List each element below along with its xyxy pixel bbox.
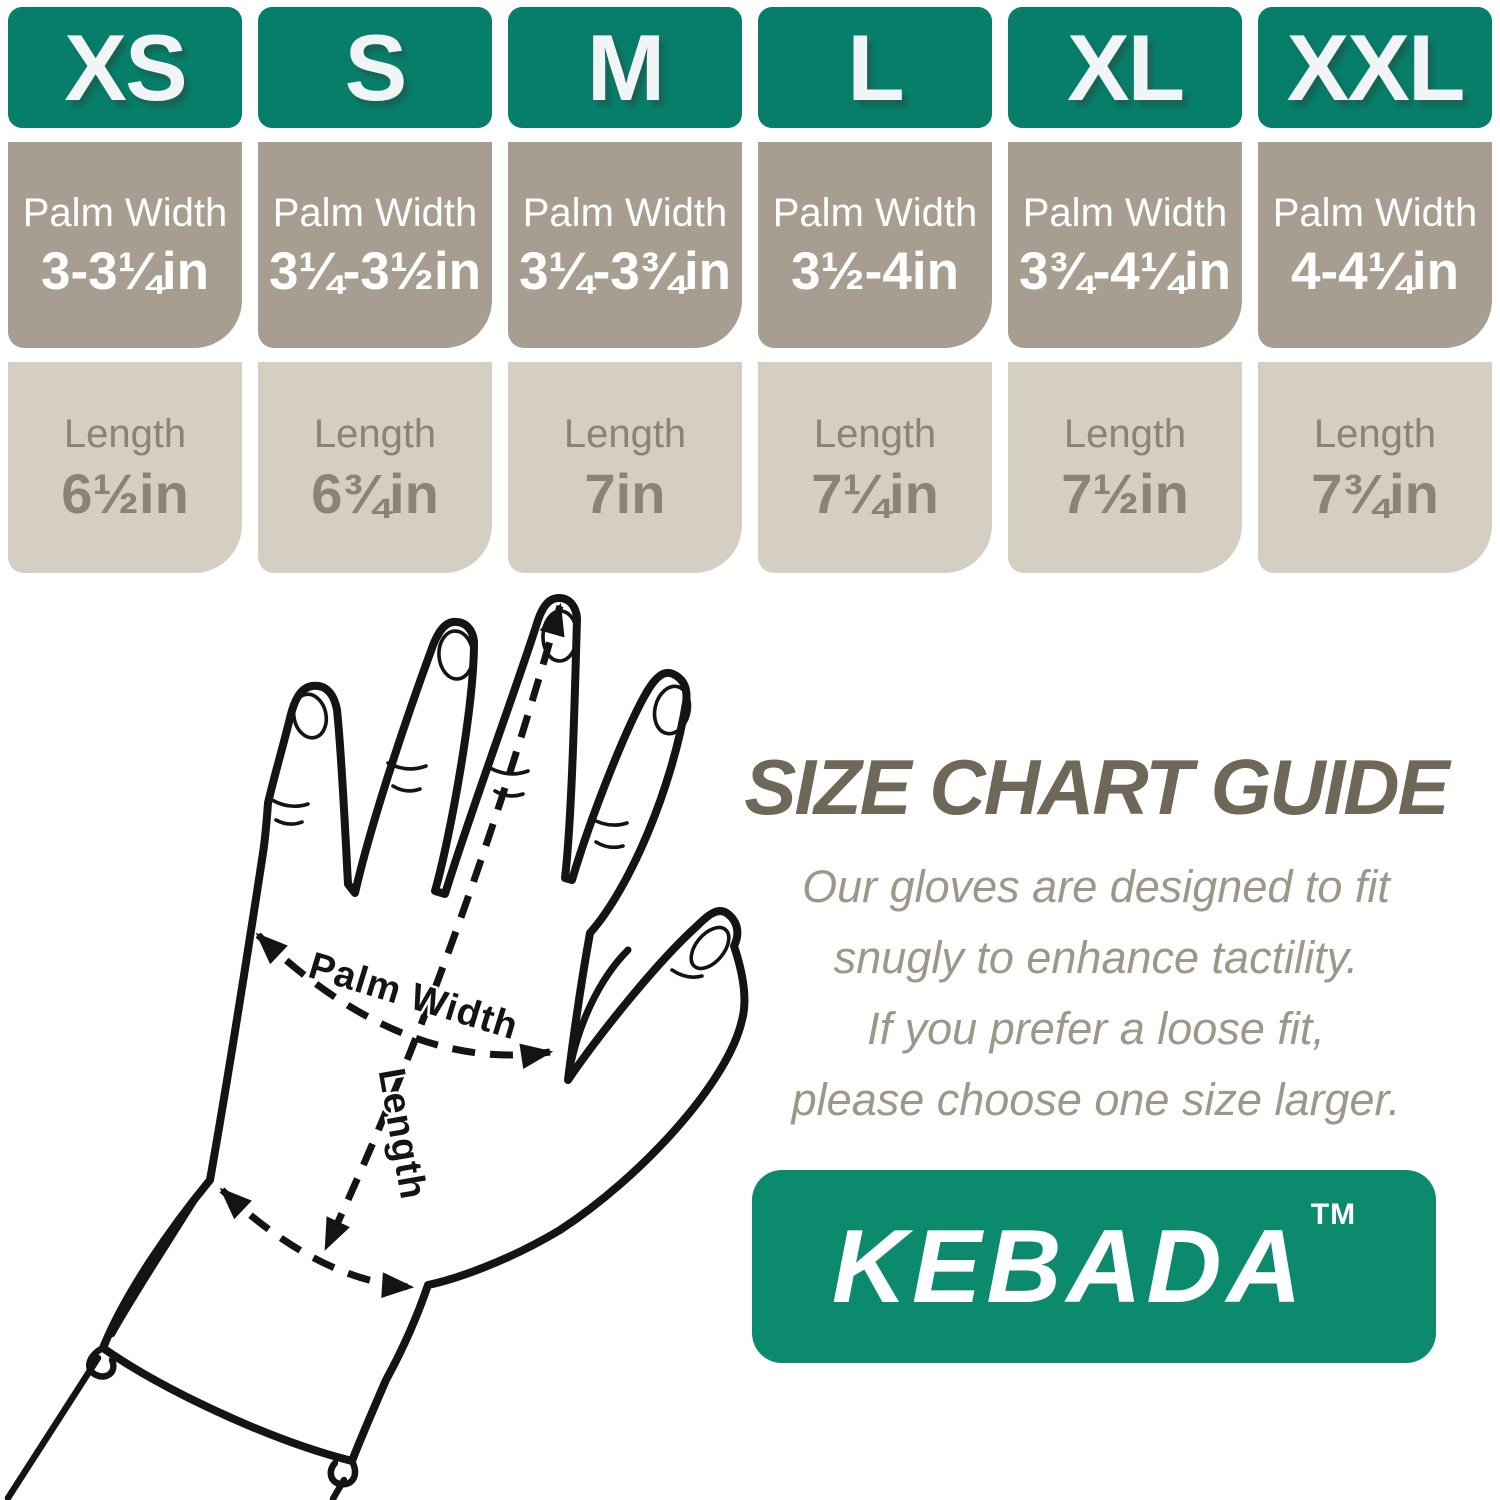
length-label: Length <box>1313 411 1437 456</box>
length-label: Length <box>813 411 937 456</box>
brand-logo: KEBADA TM <box>752 1170 1436 1363</box>
guide-line: Our gloves are designed to fit <box>802 861 1390 912</box>
size-header: XS <box>8 7 242 128</box>
length-value: 7¼in <box>811 461 939 525</box>
cuff-and-sleeve-lines <box>4 1194 359 1500</box>
guide-description: Our gloves are designed to fit snugly to… <box>740 851 1452 1135</box>
palm-width-value: 3¼-3½in <box>268 241 482 301</box>
length-value: 6¾in <box>311 461 439 525</box>
palm-width-label: Palm Width <box>1272 190 1478 235</box>
size-header: S <box>258 7 492 128</box>
length-cell: Length 7¼in <box>758 362 992 573</box>
trademark-symbol: TM <box>1310 1198 1357 1231</box>
length-arrow <box>322 602 565 1251</box>
length-label: Length <box>63 411 187 456</box>
palm-width-value: 3-3¼in <box>41 241 209 301</box>
length-label: Length <box>1063 411 1187 456</box>
palm-width-cell: Palm Width 3¼-3½in <box>258 142 492 348</box>
palm-width-value: 3¾-4¼in <box>1018 241 1232 301</box>
palm-width-cell: Palm Width 4-4¼in <box>1258 142 1492 348</box>
palm-width-cell: Palm Width 3¾-4¼in <box>1008 142 1242 348</box>
wrist-arrow <box>219 1187 415 1298</box>
length-cell: Length 7in <box>508 362 742 573</box>
brand-name: KEBADA <box>831 1208 1307 1325</box>
palm-width-label: Palm Width <box>522 190 728 235</box>
size-header: XL <box>1008 7 1242 128</box>
length-cell: Length 7¾in <box>1258 362 1492 573</box>
size-header: XXL <box>1258 7 1492 128</box>
hand-outline <box>99 594 749 1465</box>
guide-line: please choose one size larger. <box>791 1074 1401 1125</box>
hand-measurement-diagram: Palm Width Length <box>4 594 749 1500</box>
palm-width-value: 3¼-3¾in <box>518 241 732 301</box>
size-header: M <box>508 7 742 128</box>
length-cell: Length 7½in <box>1008 362 1242 573</box>
palm-width-value: 4-4¼in <box>1291 241 1459 301</box>
length-label: Length <box>313 411 437 456</box>
length-value: 7in <box>584 461 666 525</box>
size-chart-table: XS Palm Width 3-3¼in Length 6½in S Palm … <box>8 7 1492 573</box>
length-label: Length <box>563 411 687 456</box>
palm-width-cell: Palm Width 3¼-3¾in <box>508 142 742 348</box>
palm-width-label: Palm Width <box>772 190 978 235</box>
thumb-inner-line <box>564 946 632 1084</box>
guide-title: SIZE CHART GUIDE <box>744 743 1449 831</box>
length-value: 7¾in <box>1311 461 1439 525</box>
size-header: L <box>758 7 992 128</box>
palm-width-label: Palm Width <box>272 190 478 235</box>
length-cell: Length 6½in <box>8 362 242 573</box>
length-value: 6½in <box>61 461 189 525</box>
length-cell: Length 6¾in <box>258 362 492 573</box>
guide-line: snugly to enhance tactility. <box>833 932 1359 983</box>
palm-width-arrow <box>255 932 554 1070</box>
palm-width-label: Palm Width <box>1022 190 1228 235</box>
guide-line: If you prefer a loose fit, <box>867 1003 1325 1054</box>
palm-width-label: Palm Width <box>22 190 228 235</box>
length-value: 7½in <box>1061 461 1189 525</box>
palm-width-cell: Palm Width 3-3¼in <box>8 142 242 348</box>
palm-width-cell: Palm Width 3½-4in <box>758 142 992 348</box>
palm-width-value: 3½-4in <box>791 241 959 301</box>
